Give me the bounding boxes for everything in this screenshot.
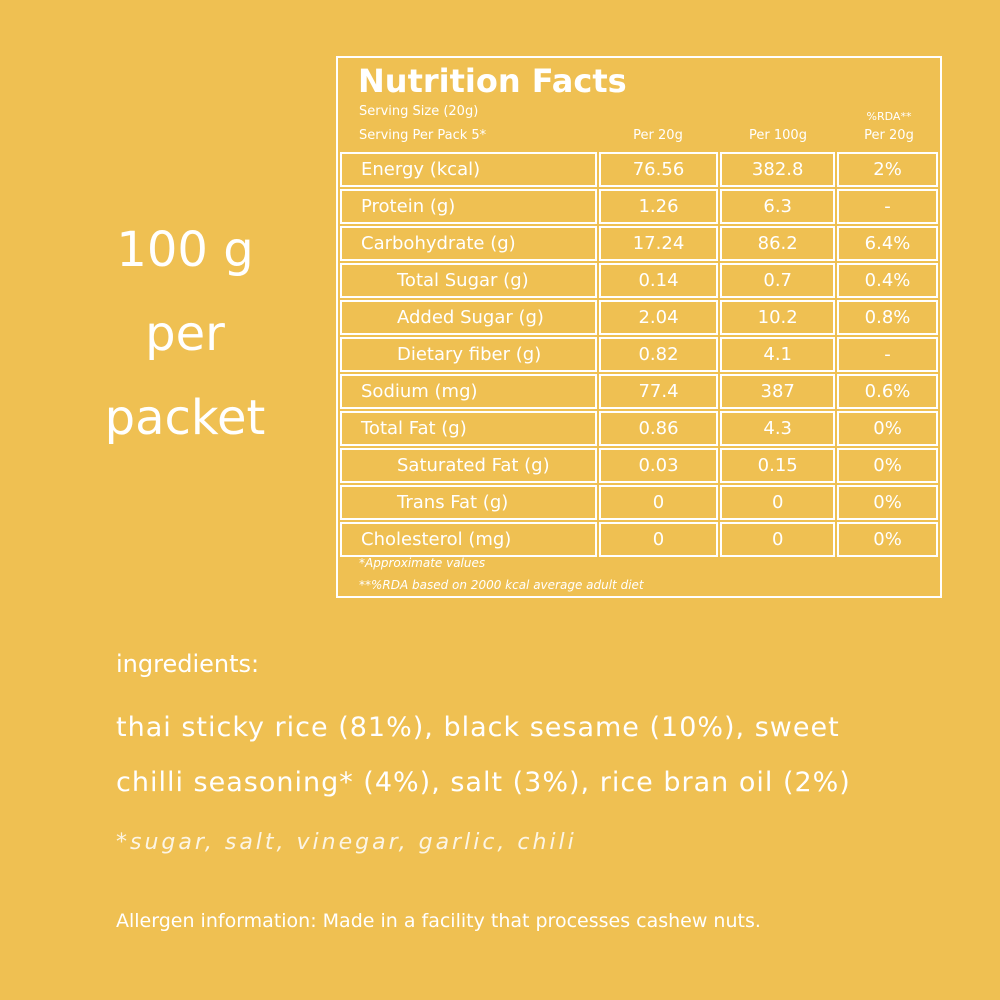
nutrient-value: 0: [598, 522, 719, 557]
nutrition-row: Added Sugar (g) 2.04 10.2 0.8%: [340, 300, 938, 335]
ingredients-heading: ingredients:: [116, 650, 260, 678]
nutrient-value: 0: [720, 522, 836, 557]
nutrient-value: 2%: [837, 152, 938, 187]
column-header: Per 20g: [864, 128, 914, 143]
nutrient-label: Dietary fiber (g): [340, 337, 597, 372]
nutrient-value: 0.14: [598, 263, 719, 298]
ingredients-text: thai sticky rice (81%), black sesame (10…: [116, 712, 851, 798]
nutrient-value: 0.82: [598, 337, 719, 372]
nutrition-row: Cholesterol (mg) 0 0 0%: [340, 522, 938, 557]
side-text: 100 g per packet: [60, 208, 310, 460]
nutrient-label: Added Sugar (g): [340, 300, 597, 335]
nutrient-value: 0.8%: [837, 300, 938, 335]
nutrient-value: 0.6%: [837, 374, 938, 409]
footnote: *Approximate values: [359, 556, 486, 570]
nutrient-value: 4.3: [720, 411, 836, 446]
nutrition-box: Nutrition Facts Serving Size (20g) Servi…: [336, 56, 942, 598]
nutrient-value: -: [837, 337, 938, 372]
nutrient-value: 86.2: [720, 226, 836, 261]
serving-per-pack: Serving Per Pack 5*: [359, 128, 487, 143]
nutrient-label: Trans Fat (g): [340, 485, 597, 520]
nutrient-value: 0: [720, 485, 836, 520]
nutrient-value: 76.56: [598, 152, 719, 187]
nutrient-value: 0.15: [720, 448, 836, 483]
side-line: per: [145, 306, 225, 362]
nutrient-label: Saturated Fat (g): [340, 448, 597, 483]
column-header: Per 100g: [749, 128, 807, 143]
nutrition-title: Nutrition Facts: [358, 62, 627, 100]
nutrition-table: Energy (kcal) 76.56 382.8 2% Protein (g) 1.26…: [338, 150, 940, 559]
nutrient-label: Carbohydrate (g): [340, 226, 597, 261]
side-line: 100 g: [116, 222, 254, 278]
footnote: **%RDA based on 2000 kcal average adult …: [359, 578, 644, 592]
allergen-info: Allergen information: Made in a facility…: [116, 910, 761, 932]
nutrition-row: Energy (kcal) 76.56 382.8 2%: [340, 152, 938, 187]
nutrition-row: Total Fat (g) 0.86 4.3 0%: [340, 411, 938, 446]
column-header: %RDA**: [866, 110, 912, 123]
nutrient-value: 4.1: [720, 337, 836, 372]
nutrient-value: 0.03: [598, 448, 719, 483]
side-line: packet: [104, 390, 266, 446]
nutrient-label: Energy (kcal): [340, 152, 597, 187]
nutrient-value: 6.4%: [837, 226, 938, 261]
nutrient-value: 0%: [837, 411, 938, 446]
serving-size: Serving Size (20g): [359, 104, 479, 119]
nutrition-row: Trans Fat (g) 0 0 0%: [340, 485, 938, 520]
nutrient-value: 0%: [837, 485, 938, 520]
nutrition-row: Protein (g) 1.26 6.3-: [340, 189, 938, 224]
column-header: Per 20g: [633, 128, 683, 143]
nutrient-value: 387: [720, 374, 836, 409]
nutrient-label: Total Sugar (g): [340, 263, 597, 298]
nutrient-value: 0%: [837, 522, 938, 557]
nutrient-label: Total Fat (g): [340, 411, 597, 446]
nutrient-value: 0.86: [598, 411, 719, 446]
nutrient-value: -: [837, 189, 938, 224]
nutrient-value: 0: [598, 485, 719, 520]
nutrient-value: 17.24: [598, 226, 719, 261]
nutrient-value: 10.2: [720, 300, 836, 335]
nutrition-row: Sodium (mg) 77.4 387 0.6%: [340, 374, 938, 409]
nutrient-value: 6.3: [720, 189, 836, 224]
nutrient-value: 2.04: [598, 300, 719, 335]
nutrient-value: 1.26: [598, 189, 719, 224]
nutrient-value: 0%: [837, 448, 938, 483]
nutrition-row: Carbohydrate (g) 17.24 86.2 6.4%: [340, 226, 938, 261]
nutrient-value: 0.4%: [837, 263, 938, 298]
nutrient-label: Sodium (mg): [340, 374, 597, 409]
nutrient-value: 0.7: [720, 263, 836, 298]
ingredients-footnote: *sugar, salt, vinegar, garlic, chili: [116, 830, 577, 855]
nutrition-row: Total Sugar (g) 0.14 0.7 0.4%: [340, 263, 938, 298]
nutrition-row: Dietary fiber (g) 0.82 4.1-: [340, 337, 938, 372]
nutrition-row: Saturated Fat (g) 0.03 0.15 0%: [340, 448, 938, 483]
nutrient-value: 382.8: [720, 152, 836, 187]
nutrient-label: Protein (g): [340, 189, 597, 224]
nutrient-label: Cholesterol (mg): [340, 522, 597, 557]
nutrient-value: 77.4: [598, 374, 719, 409]
